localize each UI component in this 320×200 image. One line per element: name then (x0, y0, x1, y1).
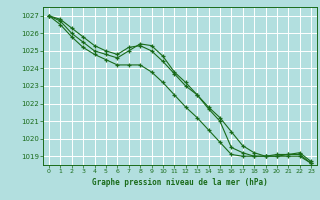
X-axis label: Graphe pression niveau de la mer (hPa): Graphe pression niveau de la mer (hPa) (92, 178, 268, 187)
